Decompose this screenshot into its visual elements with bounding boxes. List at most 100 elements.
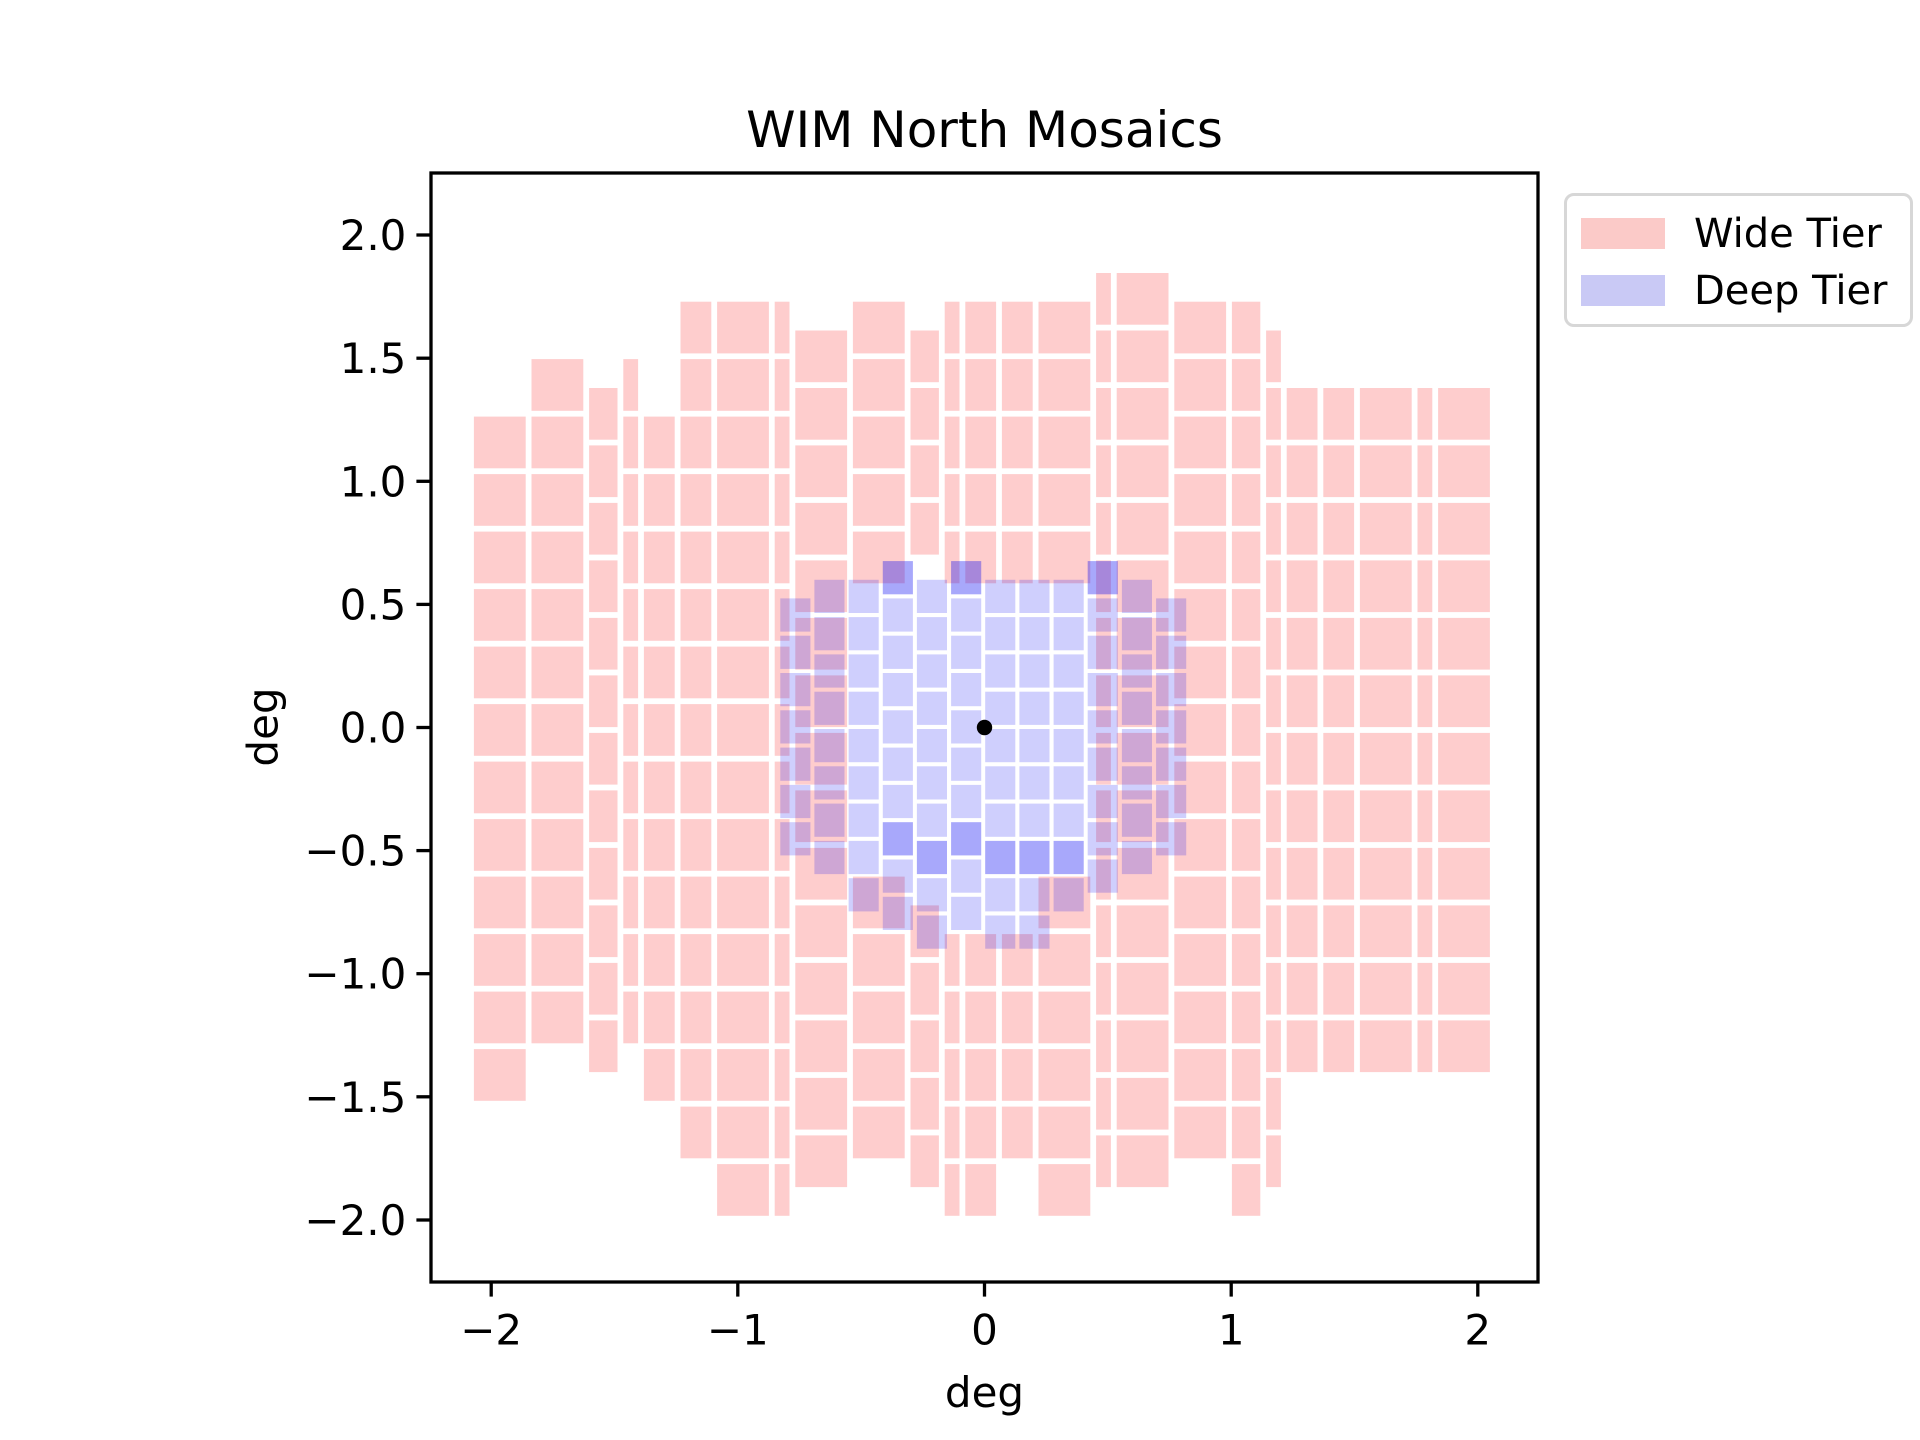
- wide-tile: [589, 617, 618, 670]
- wide-tile: [910, 1135, 939, 1188]
- deep-tile: [1156, 635, 1187, 669]
- wide-tile: [1323, 617, 1355, 670]
- wide-tile: [852, 876, 905, 929]
- deep-tile: [1019, 617, 1050, 651]
- wide-tile: [1116, 732, 1169, 785]
- wide-tile: [965, 301, 997, 354]
- wide-tile: [1038, 1049, 1091, 1101]
- wide-tile: [1174, 876, 1227, 929]
- wide-tile: [774, 474, 790, 526]
- wide-tile: [774, 1164, 790, 1216]
- deep-tile: [882, 896, 913, 930]
- wide-tile: [910, 445, 939, 498]
- wide-tile: [1323, 847, 1355, 900]
- wide-tile: [1266, 732, 1281, 785]
- wide-tile: [473, 704, 526, 756]
- wide-tile: [1266, 905, 1281, 958]
- wide-tile: [1116, 273, 1169, 325]
- y-tick-label: 0.0: [340, 704, 407, 753]
- wide-tile: [795, 388, 848, 440]
- wide-tile: [1001, 1106, 1033, 1159]
- wide-tile: [643, 416, 675, 469]
- wide-tile: [1266, 502, 1281, 555]
- wide-tile: [1359, 560, 1412, 613]
- deep-tile: [1053, 691, 1084, 725]
- deep-tile: [1087, 859, 1118, 893]
- legend-label-deep-tier: Deep Tier: [1694, 267, 1888, 314]
- wide-tile: [1417, 732, 1433, 785]
- wide-tile: [1231, 416, 1261, 469]
- deep-tile: [814, 654, 845, 688]
- deep-tile: [951, 710, 982, 744]
- deep-tile: [814, 617, 845, 651]
- wide-tile: [623, 704, 639, 756]
- wide-tier-tiles: [473, 273, 1490, 1216]
- wide-tile: [1231, 301, 1261, 354]
- wide-tile: [1438, 560, 1490, 613]
- wide-tile: [1231, 704, 1261, 756]
- deep-tile: [985, 915, 1016, 949]
- wide-tile: [1231, 934, 1261, 986]
- wide-tile: [965, 1164, 997, 1216]
- wide-tile: [774, 704, 790, 756]
- deep-tile: [916, 579, 947, 613]
- wide-tile: [589, 502, 618, 555]
- wide-tile: [473, 819, 526, 871]
- wide-tile: [680, 761, 712, 814]
- wide-tile: [965, 991, 997, 1044]
- deep-tile: [780, 784, 811, 819]
- wide-tile: [1438, 790, 1490, 843]
- wide-tile: [643, 646, 675, 699]
- wide-tile: [473, 531, 526, 584]
- deep-tile: [916, 840, 947, 875]
- wide-tile: [623, 531, 639, 584]
- deep-tile: [916, 729, 947, 763]
- deep-tile: [814, 840, 845, 875]
- wide-tile: [1266, 790, 1281, 843]
- wide-tile: [852, 1106, 905, 1159]
- wide-tile: [717, 1164, 769, 1216]
- wide-tile: [1266, 1135, 1281, 1188]
- wide-tile: [1096, 962, 1111, 1015]
- wide-tile: [1096, 1077, 1111, 1130]
- deep-tile: [1087, 635, 1118, 669]
- wide-tier-swatch: [1581, 218, 1665, 249]
- wide-tile: [852, 934, 905, 986]
- wide-tile: [1038, 991, 1091, 1044]
- deep-tile: [848, 878, 879, 912]
- wide-tile: [680, 819, 712, 871]
- wide-tile: [1096, 1020, 1111, 1073]
- deep-tile: [985, 729, 1016, 763]
- deep-tile: [951, 561, 982, 595]
- wide-tile: [774, 646, 790, 699]
- wide-tile: [717, 589, 769, 641]
- wide-tile: [1096, 732, 1111, 785]
- wide-tile: [944, 934, 960, 986]
- wide-tile: [1286, 445, 1318, 498]
- wide-tile: [1417, 675, 1433, 728]
- deep-tile: [780, 822, 811, 856]
- deep-tile: [1156, 747, 1187, 781]
- wide-tile: [680, 301, 712, 354]
- center-marker: [976, 719, 993, 736]
- wide-tile: [795, 962, 848, 1015]
- wide-tile: [1417, 560, 1433, 613]
- wide-tile: [717, 301, 769, 354]
- wide-tile: [1266, 388, 1281, 440]
- wide-tile: [1323, 502, 1355, 555]
- wide-tile: [1038, 1164, 1091, 1216]
- wide-tile: [1096, 790, 1111, 843]
- wide-tile: [1286, 847, 1318, 900]
- wide-tile: [944, 301, 960, 354]
- wide-tile: [1038, 531, 1091, 584]
- wide-tile: [1359, 1020, 1412, 1073]
- wide-tile: [1266, 617, 1281, 670]
- wide-tile: [680, 646, 712, 699]
- wide-tile: [1231, 991, 1261, 1044]
- wide-tile: [1266, 962, 1281, 1015]
- wide-tile: [680, 359, 712, 411]
- wide-tile: [1096, 330, 1111, 383]
- wide-tile: [1323, 560, 1355, 613]
- wide-tile: [680, 474, 712, 526]
